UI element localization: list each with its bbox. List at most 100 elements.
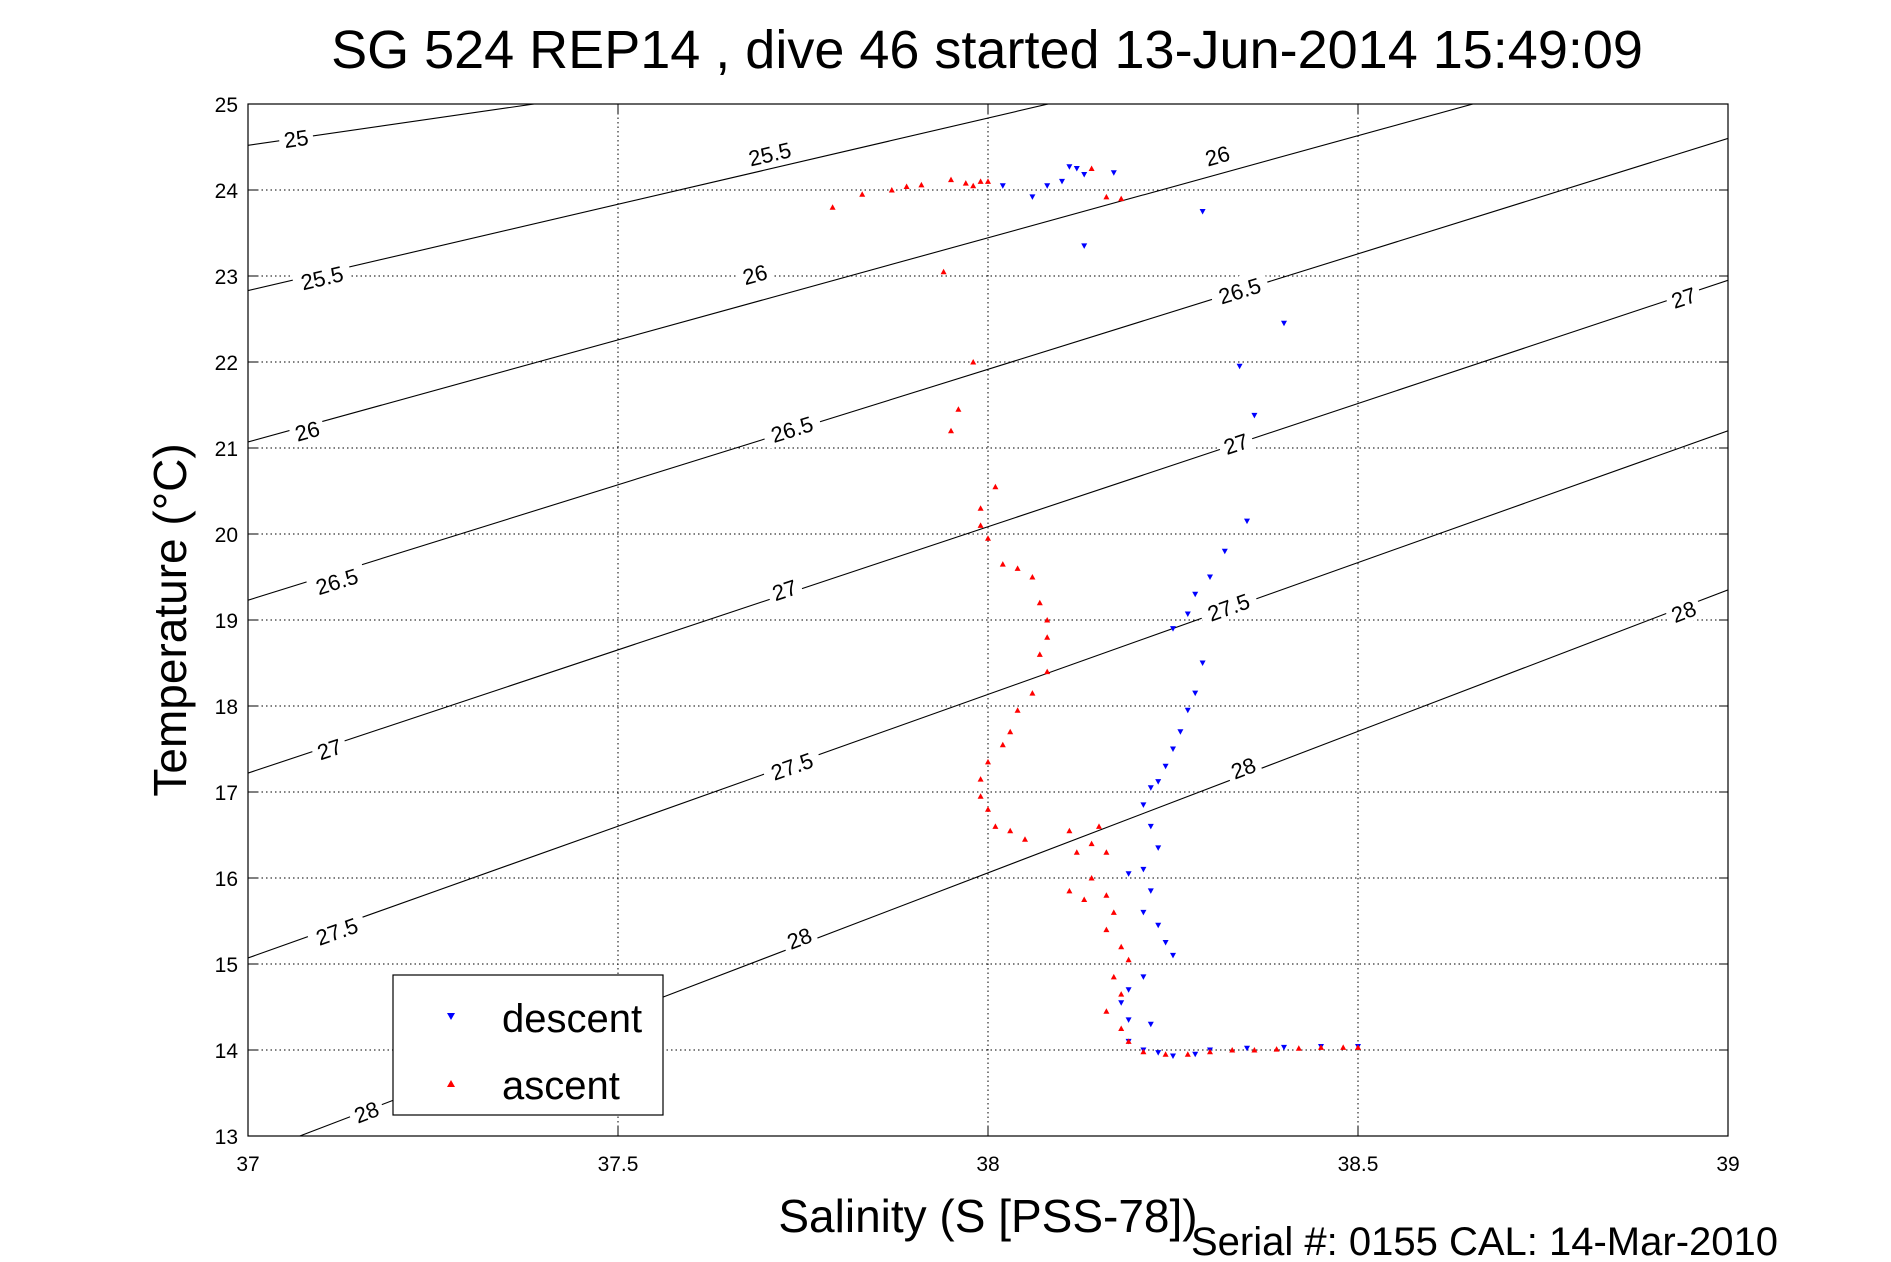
ascent-point [1088,165,1095,171]
descent-point [1155,845,1162,851]
ascent-point [1096,823,1102,829]
density-contour-label: 26 [734,256,775,291]
ascent-point [1184,1051,1191,1057]
ascent-point [1103,193,1110,200]
ascent-point [1044,668,1051,675]
descent-point [1073,166,1080,172]
descent-point [1147,1021,1154,1028]
ascent-point [970,359,977,365]
y-tick-label: 16 [215,868,238,891]
descent-point [1140,974,1147,980]
ascent-point [977,793,984,799]
descent-point [1192,591,1199,598]
contour-label-gap [1663,278,1704,315]
axis-ticks: 37 37.5 38 38.5 39 13 14 15 16 17 18 19 20 21 22 23 24 25 [215,94,1740,1176]
data-markers [829,164,1361,1060]
ascent-point [985,806,991,812]
descent-point [1170,626,1176,632]
ascent-point [918,181,925,188]
density-contour-line [248,137,1728,601]
ascent-point [948,427,954,434]
contour-label-text: 25 [282,125,310,153]
y-tick-label: 14 [215,1040,239,1063]
ascent-point [992,483,999,490]
ascent-point [1036,651,1043,657]
ascent-point [1318,1044,1324,1050]
descent-point [1221,548,1228,555]
ascent-point [948,176,954,183]
ascent-point [977,505,984,511]
ascent-point [955,406,962,412]
ascent-point [1014,565,1021,571]
descent-point [1170,1053,1176,1060]
ascent-point [1007,827,1014,834]
ascent-point [1125,1038,1132,1044]
ascent-point [1103,1008,1110,1014]
contour-label-gap [778,919,820,956]
ascent-point [985,535,991,541]
descent-point [1184,707,1191,714]
ascent-point [1073,849,1080,855]
ascent-point [977,178,984,184]
ascent-point [962,180,969,186]
descent-point [1029,194,1036,200]
ascent-point [1044,617,1051,623]
descent-point [1155,1050,1162,1056]
ascent-point [1162,1051,1169,1057]
contour-label-gap [290,257,353,296]
ascent-point [1088,875,1095,881]
contour-label-gap [308,730,350,766]
x-tick-label: 38.5 [1338,1153,1379,1176]
ascent-point [1036,599,1043,606]
descent-point [1118,1000,1125,1006]
y-tick-label: 17 [215,782,238,805]
descent-point [1125,1017,1132,1023]
ascent-point [1118,1025,1125,1031]
descent-point [1140,866,1147,873]
x-tick-label: 37 [236,1153,259,1176]
ascent-point [1066,827,1073,834]
ascent-point [1088,840,1095,847]
descent-point [1125,987,1132,993]
descent-point [1244,1045,1250,1052]
ascent-point [992,823,999,829]
y-tick-label: 21 [215,438,238,461]
ascent-point [1118,195,1125,202]
ascent-point [888,187,895,193]
ascent-point [1229,1047,1236,1053]
descent-point [1081,172,1088,178]
legend-descent-marker [447,1013,455,1020]
descent-point [1140,802,1147,808]
descent-point [1155,779,1162,785]
legend-descent-label: descent [502,997,642,1041]
contour-label-gap [1197,137,1237,172]
contour-label-gap [345,1092,387,1130]
y-tick-label: 13 [215,1126,238,1149]
x-tick-label: 37.5 [598,1153,639,1176]
contour-label-gap [734,256,775,291]
y-tick-label: 19 [215,610,238,633]
ascent-point [985,178,991,184]
ascent-point [1022,836,1028,842]
descent-point [1162,940,1169,946]
ascent-point [1014,707,1021,713]
descent-point [1170,746,1176,752]
ascent-point [999,741,1006,748]
descent-point [1044,183,1051,189]
ascent-point [1044,634,1051,640]
contour-label-gap [1207,268,1271,311]
y-tick-label: 23 [215,266,238,289]
ascent-point [1066,887,1073,894]
ascent-point [1103,892,1110,898]
ascent-point [985,758,991,765]
ascent-point [1110,973,1117,980]
ascent-point [1140,1048,1147,1055]
descent-point [1110,170,1117,176]
x-tick-label: 38 [976,1153,999,1176]
descent-point [1059,178,1065,185]
y-tick-label: 18 [215,696,238,719]
y-tick-label: 15 [215,954,238,977]
ascent-point [1273,1046,1280,1052]
ascent-point [1118,943,1125,950]
